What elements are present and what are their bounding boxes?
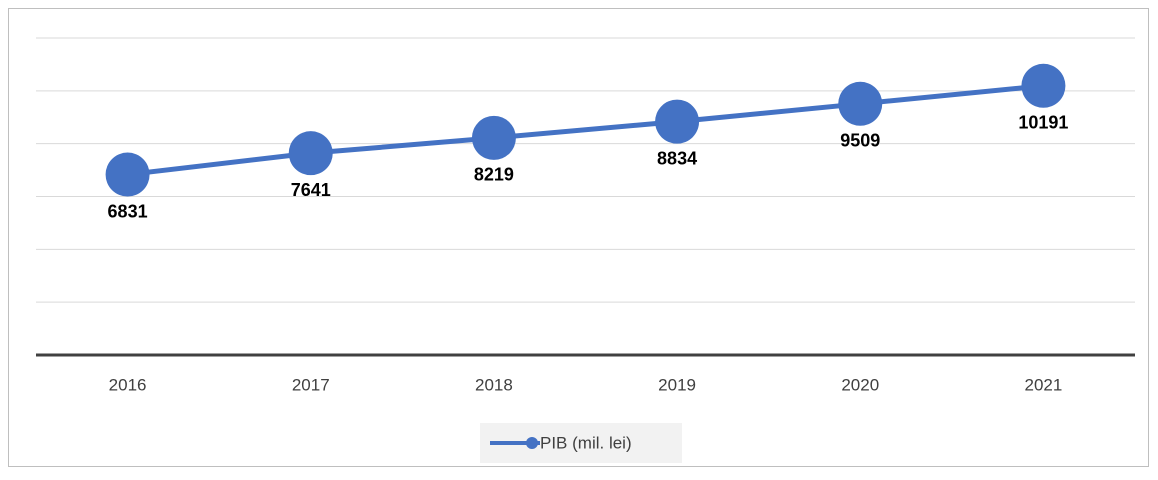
marker	[471, 115, 516, 160]
data-label: 8834	[657, 148, 697, 168]
x-tick-label: 2017	[292, 375, 330, 394]
series-line	[127, 83, 1044, 178]
marker	[288, 131, 333, 176]
x-tick-label: 2018	[475, 375, 513, 394]
legend-marker	[526, 437, 538, 449]
x-tick-label: 2016	[109, 375, 147, 394]
chart-border	[8, 8, 1149, 467]
legend-label: PIB (mil. lei)	[540, 433, 632, 452]
data-label: 6831	[108, 201, 148, 221]
data-label: 8219	[474, 165, 514, 185]
marker	[1021, 63, 1066, 108]
x-tick-label: 2019	[658, 375, 696, 394]
x-tick-label: 2021	[1025, 375, 1063, 394]
data-label: 10191	[1018, 113, 1068, 133]
x-tick-label: 2020	[841, 375, 879, 394]
marker	[655, 99, 700, 144]
marker	[105, 152, 150, 197]
marker	[838, 81, 883, 126]
data-label: 9509	[840, 131, 880, 151]
data-label: 7641	[291, 180, 331, 200]
